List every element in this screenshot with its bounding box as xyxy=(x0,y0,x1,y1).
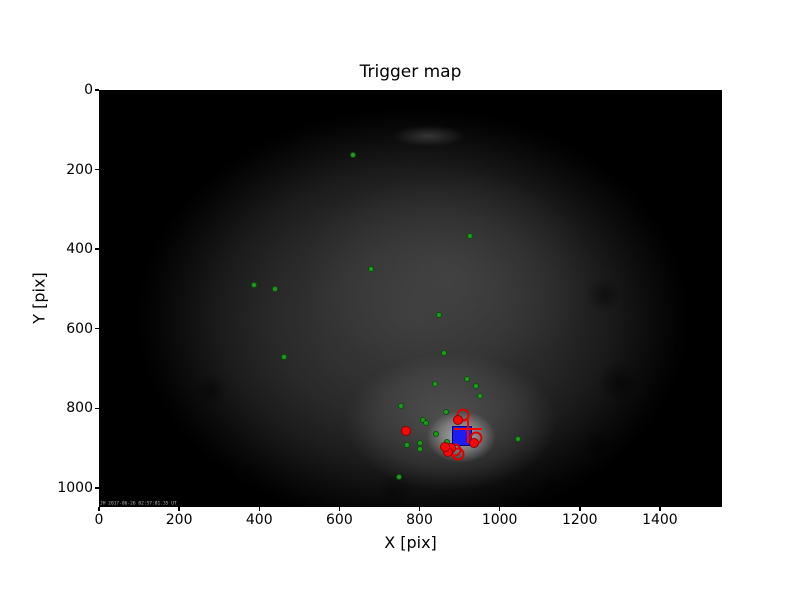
detections-green-marker xyxy=(417,446,424,453)
x-tick-mark xyxy=(98,507,100,511)
detections-green-marker xyxy=(280,354,287,361)
x-tick-label: 800 xyxy=(406,512,433,528)
detections-green-marker xyxy=(463,376,470,383)
y-tick-label: 800 xyxy=(66,400,93,417)
x-tick-label: 1200 xyxy=(561,512,598,528)
chart-title: Trigger map xyxy=(359,62,462,82)
detections-green-marker xyxy=(441,349,448,356)
detections-green-marker xyxy=(515,435,522,442)
x-tick-label: 1000 xyxy=(481,512,518,528)
detections-green-marker xyxy=(271,285,278,292)
detections-green-marker xyxy=(395,473,402,480)
y-tick-mark xyxy=(95,248,99,250)
detections-green-marker xyxy=(473,383,480,390)
y-axis-label: Y [pix] xyxy=(29,272,49,324)
x-tick-mark xyxy=(338,507,341,511)
y-tick-mark xyxy=(95,89,99,91)
x-axis-label: X [pix] xyxy=(384,533,437,552)
y-tick-label: 400 xyxy=(66,241,93,258)
x-tick-mark xyxy=(579,507,581,511)
detections-green-marker xyxy=(404,441,411,448)
detections-green-marker xyxy=(422,420,429,427)
crosshair-vertical xyxy=(466,415,469,443)
detections-green-marker xyxy=(251,281,258,288)
y-tick-label: 200 xyxy=(66,161,93,178)
detections-green-marker xyxy=(432,431,439,438)
detections-green-marker xyxy=(367,266,374,273)
detections-green-marker xyxy=(350,152,357,159)
trigger-crosshair-red-marker xyxy=(453,415,482,443)
trigger-pixels-red-marker xyxy=(452,414,463,425)
y-tick-mark xyxy=(95,168,99,171)
y-tick-label: 1000 xyxy=(57,479,93,496)
x-tick-mark xyxy=(258,507,260,511)
x-tick-label: 200 xyxy=(165,512,193,528)
detections-green-marker xyxy=(435,312,442,319)
detections-green-marker xyxy=(467,232,474,239)
x-tick-mark xyxy=(498,507,501,511)
detections-green-marker xyxy=(398,402,405,409)
y-tick-mark xyxy=(95,327,99,330)
x-tick-label: 400 xyxy=(245,512,273,528)
trigger-pixels-red-marker xyxy=(439,441,450,452)
y-tick-mark xyxy=(95,407,99,410)
y-tick-label: 0 xyxy=(84,82,93,98)
detections-green-marker xyxy=(416,439,423,446)
detections-green-marker xyxy=(442,409,449,416)
detections-green-marker xyxy=(432,381,439,388)
trigger-pixels-red-marker xyxy=(400,426,411,436)
y-tick-mark xyxy=(95,487,99,489)
trigger-pixels-red-marker xyxy=(468,438,479,449)
x-tick-label: 1400 xyxy=(642,512,678,528)
detections-green-marker xyxy=(476,392,483,399)
x-tick-label: 600 xyxy=(326,512,353,528)
x-tick-label: 0 xyxy=(94,512,104,528)
plot-area: JH 2017-06-26 02:57:01.35 UT xyxy=(99,90,722,507)
x-tick-mark xyxy=(659,507,661,511)
timestamp-watermark: JH 2017-06-26 02:57:01.35 UT xyxy=(100,500,177,506)
y-tick-label: 600 xyxy=(66,320,93,337)
x-tick-mark xyxy=(418,507,421,511)
x-tick-mark xyxy=(178,507,180,511)
